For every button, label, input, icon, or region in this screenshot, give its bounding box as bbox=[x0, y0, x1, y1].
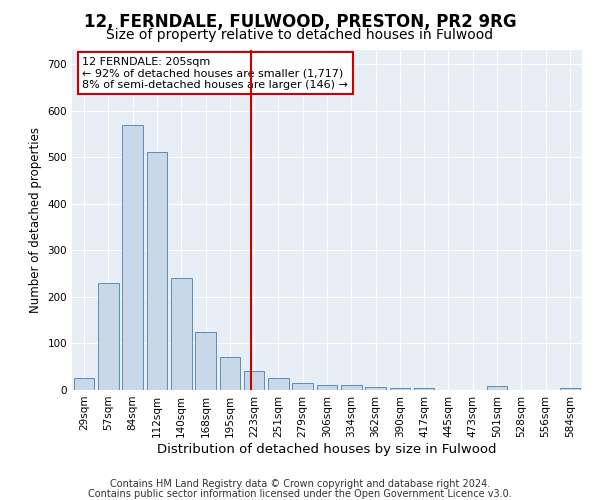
Text: Contains public sector information licensed under the Open Government Licence v3: Contains public sector information licen… bbox=[88, 489, 512, 499]
Bar bbox=[268, 378, 289, 390]
Bar bbox=[171, 278, 191, 390]
Bar bbox=[98, 283, 119, 390]
X-axis label: Distribution of detached houses by size in Fulwood: Distribution of detached houses by size … bbox=[157, 442, 497, 456]
Bar bbox=[195, 332, 216, 390]
Y-axis label: Number of detached properties: Number of detached properties bbox=[29, 127, 42, 313]
Bar bbox=[317, 386, 337, 390]
Bar bbox=[414, 388, 434, 390]
Text: 12 FERNDALE: 205sqm
← 92% of detached houses are smaller (1,717)
8% of semi-deta: 12 FERNDALE: 205sqm ← 92% of detached ho… bbox=[82, 57, 348, 90]
Bar bbox=[122, 124, 143, 390]
Bar bbox=[487, 386, 508, 390]
Bar bbox=[220, 358, 240, 390]
Text: Contains HM Land Registry data © Crown copyright and database right 2024.: Contains HM Land Registry data © Crown c… bbox=[110, 479, 490, 489]
Bar bbox=[365, 387, 386, 390]
Text: Size of property relative to detached houses in Fulwood: Size of property relative to detached ho… bbox=[106, 28, 494, 42]
Bar bbox=[292, 383, 313, 390]
Bar bbox=[560, 388, 580, 390]
Bar bbox=[74, 378, 94, 390]
Bar bbox=[341, 386, 362, 390]
Bar bbox=[244, 372, 265, 390]
Bar bbox=[146, 152, 167, 390]
Text: 12, FERNDALE, FULWOOD, PRESTON, PR2 9RG: 12, FERNDALE, FULWOOD, PRESTON, PR2 9RG bbox=[83, 12, 517, 30]
Bar bbox=[389, 388, 410, 390]
